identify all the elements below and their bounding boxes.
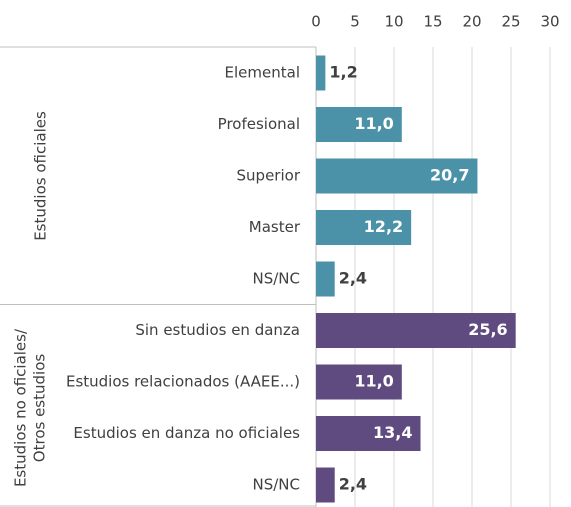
category-label: Profesional [218,115,300,133]
group-label: Estudios no oficiales/ Otros estudios [11,328,48,487]
category-label: NS/NC [253,270,301,288]
value-label: 12,2 [364,217,403,236]
bar [316,467,335,503]
x-tick-label: 20 [462,13,481,31]
x-tick-label: 0 [311,13,321,31]
value-label: 11,0 [354,372,393,391]
value-label: 20,7 [430,166,469,185]
bar [316,364,402,400]
x-tick-label: 10 [384,13,403,31]
bar [316,416,421,451]
bar [316,210,412,245]
group-label: Estudios oficiales [30,110,49,241]
value-label: 11,0 [354,114,393,133]
value-label: 25,6 [468,320,507,339]
bar [316,261,335,297]
category-label: Master [249,218,301,236]
category-label: Elemental [225,64,300,82]
category-label: NS/NC [253,476,301,494]
category-label: Sin estudios en danza [135,321,300,339]
value-label: 2,4 [339,269,367,288]
x-tick-label: 25 [501,13,520,31]
bar [316,55,326,91]
category-label: Estudios relacionados (AAEE...) [66,373,300,391]
category-label: Superior [237,167,301,185]
bar [316,158,478,194]
category-label: Estudios en danza no oficiales [73,424,300,442]
x-tick-label: 15 [423,13,442,31]
x-tick-label: 30 [540,13,559,31]
bar [316,313,516,348]
bar [316,107,402,142]
value-label: 1,2 [329,63,357,82]
x-tick-label: 5 [350,13,360,31]
value-label: 2,4 [339,475,367,494]
value-label: 13,4 [373,423,412,442]
